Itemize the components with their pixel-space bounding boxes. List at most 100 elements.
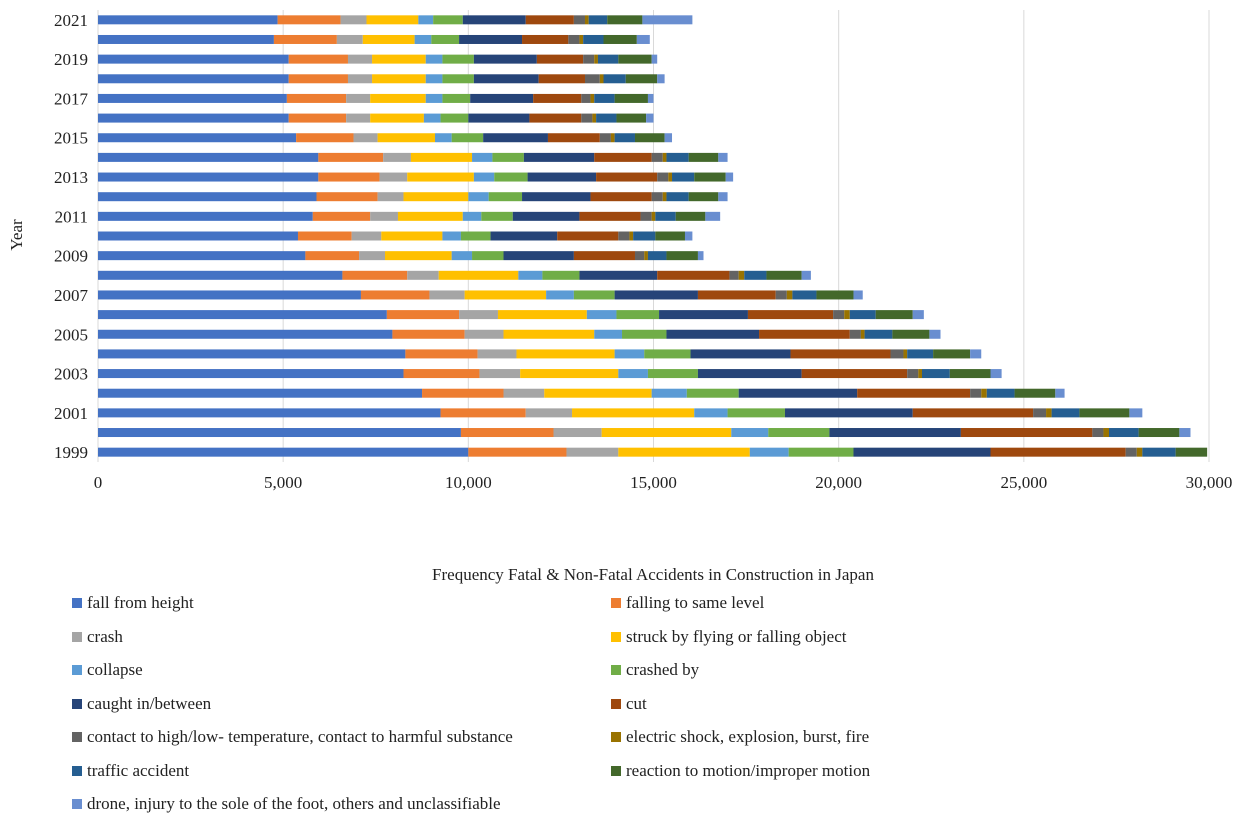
bar-segment — [597, 54, 619, 64]
bar-segment — [98, 329, 393, 339]
bar-segment — [286, 93, 347, 103]
bar-segment — [594, 329, 623, 339]
bar-segment — [590, 93, 595, 103]
bar-segment — [288, 113, 347, 123]
bar-segment — [610, 133, 615, 143]
bar-segment — [483, 133, 548, 143]
bar-segment — [596, 113, 617, 123]
bar-segment — [651, 192, 663, 202]
bar-segment — [651, 211, 656, 221]
y-tick-label: 2015 — [54, 129, 88, 148]
bar-segment — [647, 251, 667, 261]
bar-segment — [379, 172, 408, 182]
bar-segment — [697, 290, 776, 300]
legend-item: reaction to motion/improper motion — [611, 760, 870, 782]
bar-segment — [790, 349, 891, 359]
bar-segment — [522, 192, 591, 202]
x-tick-label: 15,000 — [630, 473, 677, 492]
legend-item: drone, injury to the sole of the foot, o… — [72, 793, 501, 815]
bar-segment — [525, 408, 573, 418]
bar-segment — [351, 231, 382, 241]
y-tick-label: 2001 — [54, 404, 88, 423]
legend-swatch — [611, 698, 621, 709]
bar-segment — [459, 310, 498, 320]
legend-label: crashed by — [626, 660, 700, 679]
bar-segment — [362, 34, 415, 44]
bar-segment — [464, 290, 547, 300]
bar-segment — [970, 388, 982, 398]
bar-segment — [801, 369, 908, 379]
bar-segment — [98, 34, 274, 44]
bar-segment — [553, 428, 602, 438]
bar-segment — [584, 74, 600, 84]
bar-segment — [353, 133, 378, 143]
bar-segment — [849, 329, 861, 339]
bar-segment — [784, 408, 913, 418]
legend-label: traffic accident — [87, 760, 190, 780]
bar-segment — [429, 290, 465, 300]
bar-segment — [544, 388, 652, 398]
bar-segment — [875, 310, 913, 320]
bar-segment — [442, 54, 474, 64]
legend-label: crash — [87, 626, 123, 646]
bar-segment — [594, 152, 652, 162]
legend-item: traffic accident — [72, 760, 189, 782]
bar-segment — [370, 211, 398, 221]
bar-segment — [277, 15, 341, 25]
bar-segment — [462, 15, 526, 25]
bar-segment — [1046, 408, 1052, 418]
bar-segment — [431, 34, 460, 44]
bar-segment — [594, 54, 598, 64]
bar-segment — [464, 329, 504, 339]
bar-segment — [590, 192, 652, 202]
bar-segment — [1014, 388, 1056, 398]
bar-segment — [607, 15, 643, 25]
bar-segment — [634, 133, 665, 143]
bar-segment — [579, 34, 584, 44]
bar-segment — [970, 349, 982, 359]
bar-segment — [659, 310, 748, 320]
bar-segment — [473, 74, 539, 84]
bar-segment — [98, 211, 313, 221]
bar-segment — [98, 152, 319, 162]
y-axis-label: Year — [7, 219, 26, 251]
y-tick-label: 2009 — [54, 247, 88, 266]
bar-segment — [786, 290, 793, 300]
bar-segment — [666, 192, 689, 202]
bar-segment — [533, 93, 582, 103]
legend-item: crashed by — [611, 659, 699, 681]
y-tick-label: 2017 — [54, 89, 89, 108]
bar-segment — [579, 211, 641, 221]
bar-segment — [644, 349, 691, 359]
bar-segment — [579, 270, 658, 280]
bar-segment — [538, 74, 585, 84]
bar-segment — [1129, 408, 1143, 418]
bar-segment — [435, 133, 452, 143]
bar-segment — [647, 369, 698, 379]
bar-segment — [907, 349, 934, 359]
bar-segment — [853, 290, 863, 300]
bar-segment — [98, 74, 289, 84]
legend-swatch — [72, 631, 82, 642]
bar-segment — [664, 133, 673, 143]
legend-item: collapse — [72, 659, 143, 681]
bar-segment — [425, 74, 443, 84]
legend-swatch — [611, 665, 621, 675]
bar-segment — [370, 113, 424, 123]
bar-segment — [594, 93, 615, 103]
bar-segment — [599, 133, 611, 143]
bar-segment — [98, 270, 343, 280]
bar-segment — [990, 447, 1126, 457]
bar-segment — [690, 349, 791, 359]
bar-segment — [662, 192, 667, 202]
bar-segment — [527, 172, 597, 182]
bar-segment — [451, 133, 484, 143]
bar-segment — [442, 231, 461, 241]
bar-segment — [347, 54, 373, 64]
bar-segment — [744, 270, 767, 280]
bar-segment — [98, 447, 469, 457]
legend-swatch — [72, 732, 82, 742]
bar-segment — [644, 251, 648, 261]
bar-segment — [346, 93, 371, 103]
bar-segment — [473, 172, 495, 182]
